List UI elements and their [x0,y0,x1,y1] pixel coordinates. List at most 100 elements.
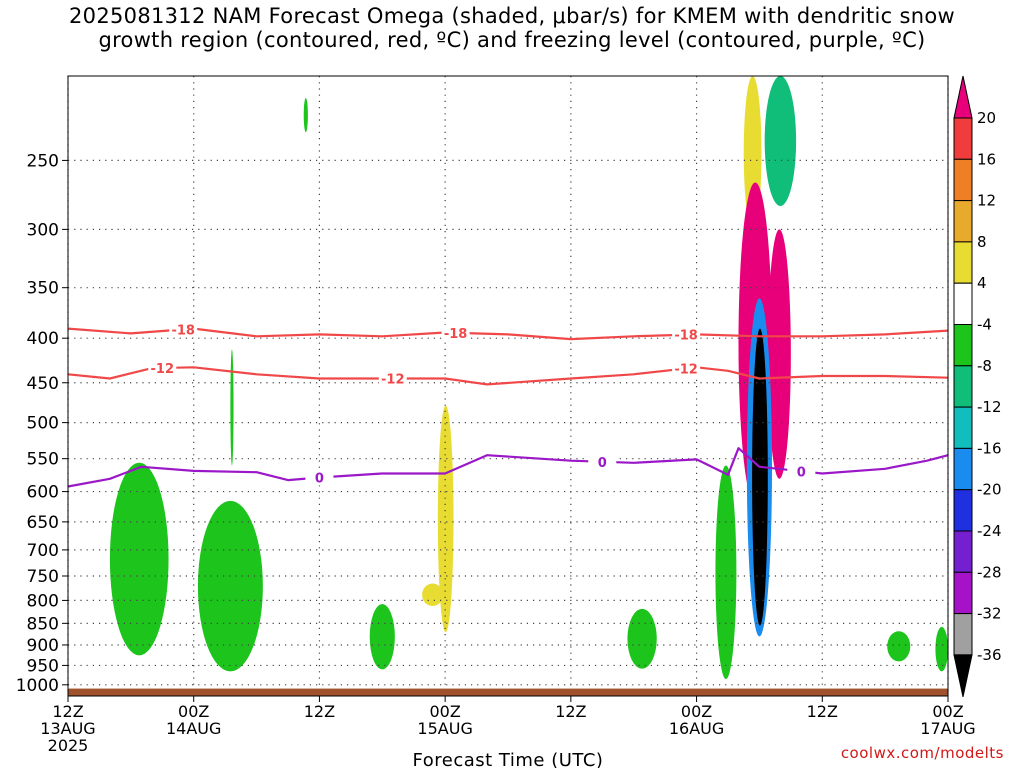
colorbar-bin-11 [953,530,973,573]
y-tick-label-550: 550 [27,450,59,470]
omega-shade-9 [935,626,948,672]
contour-label-bg-2-0 [305,469,334,486]
contour-label-bg-2-1 [588,453,617,470]
omega-shade-11 [715,465,737,680]
chart-title-line-2: growth region (contoured, red, ºC) and f… [98,28,926,52]
contour-label-1-2: -12 [674,362,698,377]
contour-line-2 [67,447,949,488]
y-tick-label-800: 800 [27,591,59,611]
x-tick-label-4-1: 12Z [555,702,586,721]
y-tick-label-900: 900 [27,636,59,656]
colorbar-label-1: 16 [977,150,996,168]
ground-below-surface [68,688,948,696]
omega-colorbar: 20 16 12 8 4 -4 -8 -12 -16 -20 -24 -28 -32 -36 [953,75,1002,698]
contour-line-1 [67,366,949,386]
colorbar-label-9: -20 [977,481,1002,499]
colorbar-label-4: 4 [977,274,987,292]
colorbar-label-7: -12 [977,398,1002,416]
contour-label-0-0: -18 [171,323,195,338]
y-tick-label-950: 950 [27,656,59,676]
colorbar-bottom-arrow [953,654,973,698]
x-tick-label-5-1: 00Z [681,702,712,721]
y-tick-label-500: 500 [27,414,59,434]
colorbar-bin-6 [953,324,973,367]
omega-shade-5 [437,405,454,633]
colorbar-label-8: -16 [977,439,1002,457]
colorbar-bin-12 [953,571,973,615]
colorbar-label-2: 12 [977,192,996,210]
contour-label-bg-0-1 [441,324,470,341]
omega-shade-7 [627,608,657,669]
credit-link[interactable]: coolwx.com/modelts [840,744,1004,762]
y-tick-label-300: 300 [27,220,59,240]
x-tick-label-3-2: 15AUG [417,719,472,738]
contour-layer: -18 -18 -18 -12 -12 -12 0 0 0 [67,321,949,488]
contour-label-2-0: 0 [315,471,324,486]
ground-layer [68,688,948,696]
contour-label-2-1: 0 [598,456,607,471]
y-tick-label-850: 850 [27,614,59,634]
chart-title-line-1: 2025081312 NAM Forecast Omega (shaded, μ… [69,4,955,28]
omega-shade-14 [764,76,797,206]
contour-label-bg-2-2 [787,463,816,480]
x-tick-label-5-2: 16AUG [669,719,724,738]
contour-label-bg-1-2 [672,360,701,377]
colorbar-bin-10 [953,489,973,532]
colorbar-bin-1 [953,117,973,160]
omega-shade-4 [369,604,395,670]
contour-label-bg-0-2 [672,326,701,343]
colorbar-label-12: -32 [977,605,1002,623]
y-tick-label-600: 600 [27,483,59,503]
y-tick-label-650: 650 [27,513,59,533]
pressure-axis: 2503003504004505005506006507007508008509… [16,151,68,696]
colorbar-bin-2 [953,158,973,202]
x-tick-label-7-1: 00Z [932,702,963,721]
omega-shade-3 [197,500,263,672]
colorbar-label-3: 8 [977,233,987,251]
omega-shade-16 [752,328,768,626]
x-tick-label-1-1: 00Z [178,702,209,721]
omega-shade-13 [767,229,791,479]
contour-line-0 [67,327,949,341]
x-tick-label-6-1: 12Z [807,702,838,721]
colorbar-label-10: -24 [977,522,1002,540]
colorbar-bin-5 [953,282,973,326]
y-tick-label-450: 450 [27,374,59,394]
omega-shade-8 [887,631,911,662]
contour-label-bg-0-0 [169,321,198,338]
x-tick-label-1-2: 14AUG [166,719,221,738]
x-axis-label: Forecast Time (UTC) [413,750,604,768]
contour-label-bg-1-0 [148,359,177,376]
x-tick-label-3-1: 00Z [429,702,460,721]
colorbar-label-6: -8 [977,357,992,375]
y-tick-label-1000: 1000 [16,676,59,696]
colorbar-label-11: -28 [977,563,1002,581]
colorbar-bin-8 [953,406,973,449]
contour-label-1-1: -12 [381,373,405,388]
x-tick-label-0-2: 13AUG [40,719,95,738]
y-tick-label-350: 350 [27,279,59,299]
y-tick-label-750: 750 [27,567,59,587]
colorbar-bin-7 [953,365,973,408]
contour-label-0-2: -18 [674,329,698,344]
x-tick-label-7-2: 17AUG [920,719,975,738]
omega-shade-1 [230,349,234,466]
contour-label-0-1: -18 [444,327,468,342]
contour-label-1-0: -12 [151,362,175,377]
chart-title: 2025081312 NAM Forecast Omega (shaded, μ… [0,4,1024,52]
colorbar-label-5: -4 [977,316,992,334]
colorbar-bin-9 [953,447,973,491]
x-tick-label-2-1: 12Z [304,702,335,721]
contour-label-2-2: 0 [797,465,806,480]
plot-frame [67,75,949,697]
y-tick-label-400: 400 [27,329,59,349]
contour-label-bg-1-1 [378,370,407,387]
colorbar-label-13: -36 [977,646,1002,664]
colorbar-label-0: 20 [977,109,996,127]
omega-shade-0 [303,98,308,133]
omega-shade-6 [422,583,444,607]
y-tick-label-700: 700 [27,541,59,561]
y-tick-label-250: 250 [27,151,59,171]
